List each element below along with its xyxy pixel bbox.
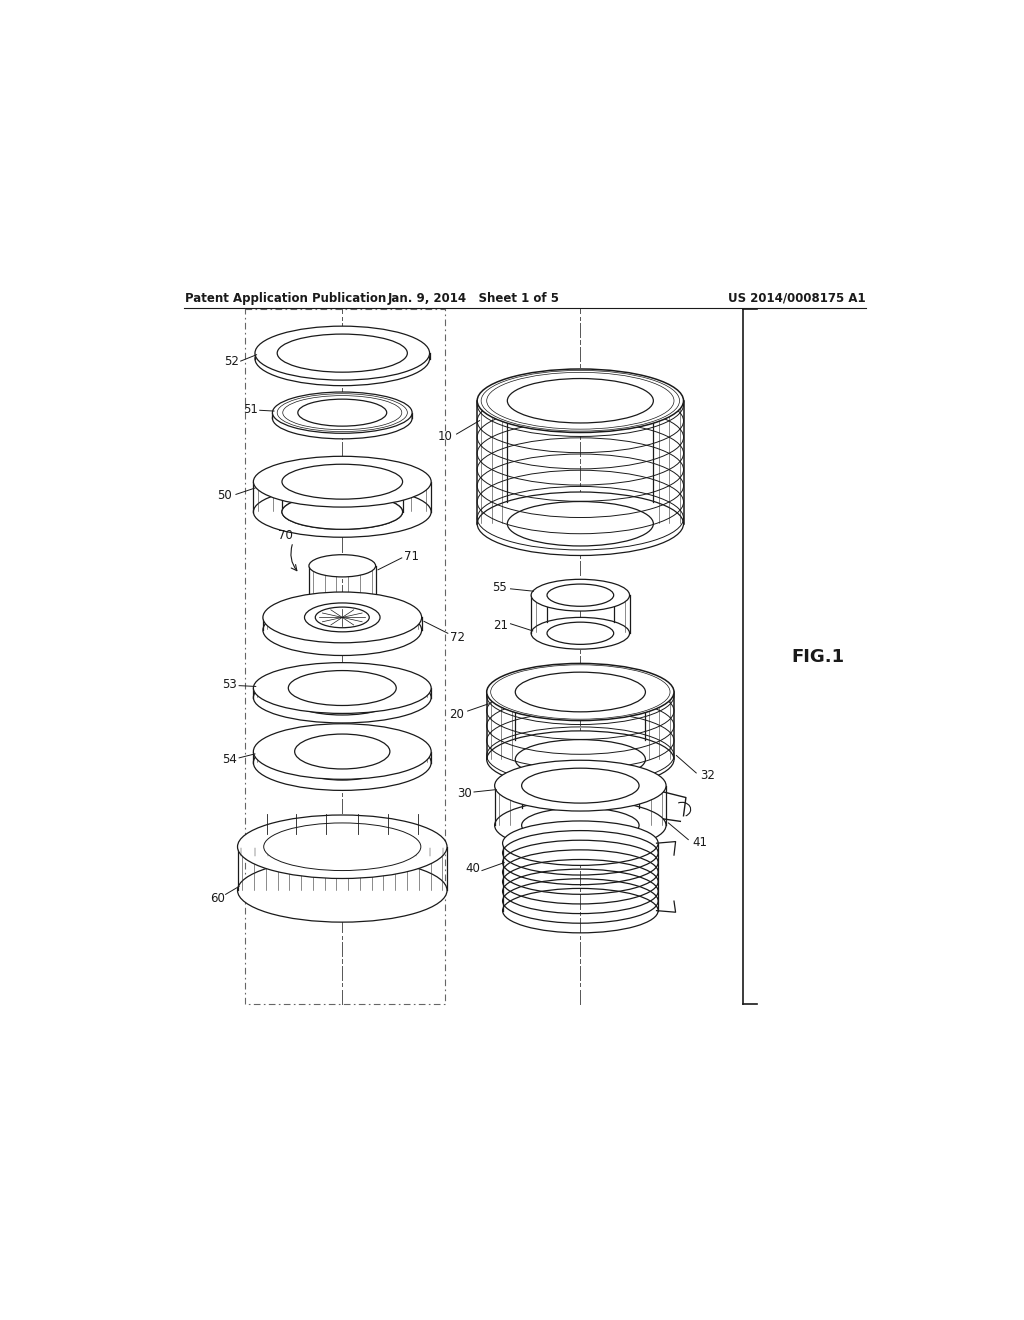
Text: 60: 60	[210, 892, 225, 904]
Ellipse shape	[547, 622, 613, 644]
Text: 51: 51	[243, 403, 258, 416]
Ellipse shape	[486, 731, 674, 788]
Ellipse shape	[253, 723, 431, 779]
Ellipse shape	[289, 680, 396, 715]
Text: 70: 70	[278, 529, 293, 543]
Ellipse shape	[253, 672, 431, 723]
Ellipse shape	[255, 331, 430, 385]
Ellipse shape	[521, 768, 639, 803]
Ellipse shape	[263, 591, 422, 643]
Ellipse shape	[253, 663, 431, 713]
Ellipse shape	[289, 671, 396, 705]
Ellipse shape	[486, 664, 674, 721]
Text: 52: 52	[223, 355, 239, 367]
Ellipse shape	[253, 735, 431, 791]
Text: FIG.1: FIG.1	[792, 648, 845, 667]
Text: 53: 53	[222, 678, 237, 692]
Text: 30: 30	[457, 787, 472, 800]
Ellipse shape	[507, 379, 653, 422]
Text: 50: 50	[217, 490, 232, 503]
Ellipse shape	[282, 465, 402, 499]
Ellipse shape	[295, 746, 390, 780]
Ellipse shape	[295, 734, 390, 770]
Text: Patent Application Publication: Patent Application Publication	[185, 292, 386, 305]
Text: Jan. 9, 2014   Sheet 1 of 5: Jan. 9, 2014 Sheet 1 of 5	[387, 292, 559, 305]
Text: 20: 20	[450, 708, 464, 721]
Text: 41: 41	[692, 837, 707, 849]
Text: 10: 10	[438, 430, 453, 444]
Ellipse shape	[238, 858, 447, 923]
Ellipse shape	[521, 808, 639, 842]
Ellipse shape	[309, 554, 376, 577]
Ellipse shape	[272, 397, 412, 438]
Ellipse shape	[531, 618, 630, 649]
Ellipse shape	[238, 814, 447, 879]
Text: US 2014/0008175 A1: US 2014/0008175 A1	[728, 292, 866, 305]
Text: 55: 55	[492, 581, 507, 594]
Ellipse shape	[304, 603, 380, 632]
Text: 54: 54	[222, 752, 237, 766]
Ellipse shape	[253, 487, 431, 537]
Ellipse shape	[503, 821, 658, 866]
Text: 40: 40	[465, 862, 480, 875]
Text: 71: 71	[403, 550, 419, 562]
Ellipse shape	[278, 339, 408, 378]
Ellipse shape	[282, 495, 402, 529]
Ellipse shape	[315, 607, 370, 628]
Ellipse shape	[255, 326, 430, 380]
Ellipse shape	[495, 800, 666, 850]
Ellipse shape	[264, 822, 421, 871]
Ellipse shape	[477, 492, 684, 556]
Ellipse shape	[495, 760, 666, 810]
Ellipse shape	[278, 334, 408, 372]
Ellipse shape	[298, 399, 387, 426]
Ellipse shape	[515, 672, 645, 711]
Ellipse shape	[477, 370, 684, 433]
Ellipse shape	[507, 502, 653, 546]
Ellipse shape	[298, 405, 387, 432]
Text: 72: 72	[450, 631, 465, 644]
Ellipse shape	[515, 739, 645, 779]
Ellipse shape	[282, 495, 402, 529]
Ellipse shape	[272, 392, 412, 433]
Text: 21: 21	[494, 619, 509, 632]
Ellipse shape	[547, 583, 613, 606]
Ellipse shape	[253, 457, 431, 507]
Ellipse shape	[531, 579, 630, 611]
Text: 32: 32	[699, 768, 715, 781]
Ellipse shape	[263, 605, 422, 656]
Ellipse shape	[309, 593, 376, 615]
